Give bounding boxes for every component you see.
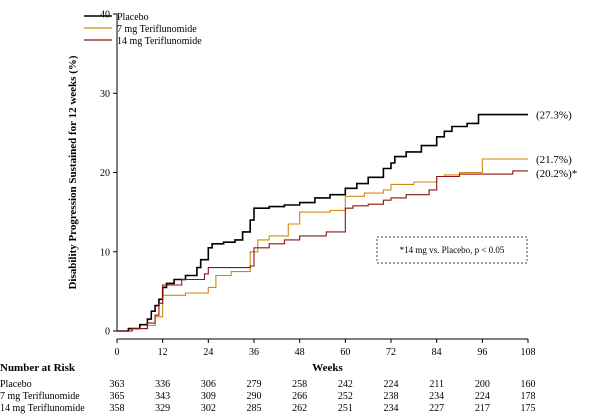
risk-cell: 302 <box>201 403 216 414</box>
x-tick-label: 60 <box>340 347 350 358</box>
risk-cell: 227 <box>429 403 444 414</box>
y-tick-label: 20 <box>100 168 110 179</box>
risk-row-label: Placebo <box>0 379 32 390</box>
end-label-1: (27.3%) <box>536 110 572 122</box>
end-label-2: (21.7%) <box>536 154 572 166</box>
risk-cell: 258 <box>292 379 307 390</box>
annotation-border <box>376 236 528 264</box>
risk-cell: 217 <box>475 403 490 414</box>
risk-cell: 224 <box>384 379 399 390</box>
risk-cell: 285 <box>247 403 262 414</box>
risk-cell: 266 <box>292 391 307 402</box>
risk-cell: 211 <box>429 379 444 390</box>
risk-row-label: 14 mg Teriflunomide <box>0 403 85 414</box>
annotation-text: *14 mg vs. Placebo, p < 0.05 <box>400 245 505 255</box>
risk-cell: 279 <box>247 379 262 390</box>
x-tick-label: 96 <box>477 347 487 358</box>
annotation-box: *14 mg vs. Placebo, p < 0.05 <box>376 236 528 264</box>
risk-cell: 234 <box>429 391 444 402</box>
risk-cell: 251 <box>338 403 353 414</box>
risk-cell: 238 <box>384 391 399 402</box>
x-tick-label: 12 <box>158 347 168 358</box>
risk-cell: 309 <box>201 391 216 402</box>
y-tick-label: 30 <box>100 89 110 100</box>
risk-cell: 365 <box>110 391 125 402</box>
risk-cell: 363 <box>110 379 125 390</box>
x-tick-label: 0 <box>115 347 120 358</box>
risk-table-title: Number at Risk <box>0 362 76 374</box>
series-line-3 <box>117 170 528 332</box>
axes: 0 10 20 30 40 0 12 24 36 48 60 72 84 96 108 Disability … <box>67 10 536 375</box>
x-tick-label: 108 <box>521 347 536 358</box>
risk-cell: 234 <box>384 403 399 414</box>
y-tick-label: 40 <box>100 10 110 21</box>
risk-cell: 160 <box>521 379 536 390</box>
end-labels: (27.3%) (21.7%) (20.2%)* <box>536 110 577 180</box>
risk-cell: 343 <box>155 391 170 402</box>
x-tick-label: 24 <box>203 347 213 358</box>
risk-cell: 358 <box>110 403 125 414</box>
y-axis-label: Disability Progression Sustained for 12 … <box>67 55 79 289</box>
risk-cell: 242 <box>338 379 353 390</box>
risk-cell: 175 <box>521 403 536 414</box>
x-tick-label: 84 <box>432 347 442 358</box>
risk-cell: 329 <box>155 403 170 414</box>
legend-label-3: 14 mg Teriflunomide <box>117 36 202 47</box>
risk-cell: 178 <box>521 391 536 402</box>
y-tick-label: 0 <box>105 327 110 338</box>
legend-label-1: Placebo <box>117 12 149 23</box>
y-tick-label: 10 <box>100 247 110 258</box>
risk-cell: 262 <box>292 403 307 414</box>
risk-row-label: 7 mg Teriflunomide <box>0 391 80 402</box>
series-line-1 <box>117 113 528 332</box>
x-tick-label: 36 <box>249 347 259 358</box>
risk-cell: 306 <box>201 379 216 390</box>
risk-cell: 252 <box>338 391 353 402</box>
risk-cell: 224 <box>475 391 490 402</box>
x-axis-label: Weeks <box>312 362 343 374</box>
curves <box>117 113 528 332</box>
legend-label-2: 7 mg Teriflunomide <box>117 24 197 35</box>
risk-cell: 200 <box>475 379 490 390</box>
end-label-3: (20.2%)* <box>536 168 577 180</box>
x-tick-label: 48 <box>295 347 305 358</box>
risk-cell: 290 <box>247 391 262 402</box>
x-tick-label: 72 <box>386 347 396 358</box>
risk-cell: 336 <box>155 379 170 390</box>
